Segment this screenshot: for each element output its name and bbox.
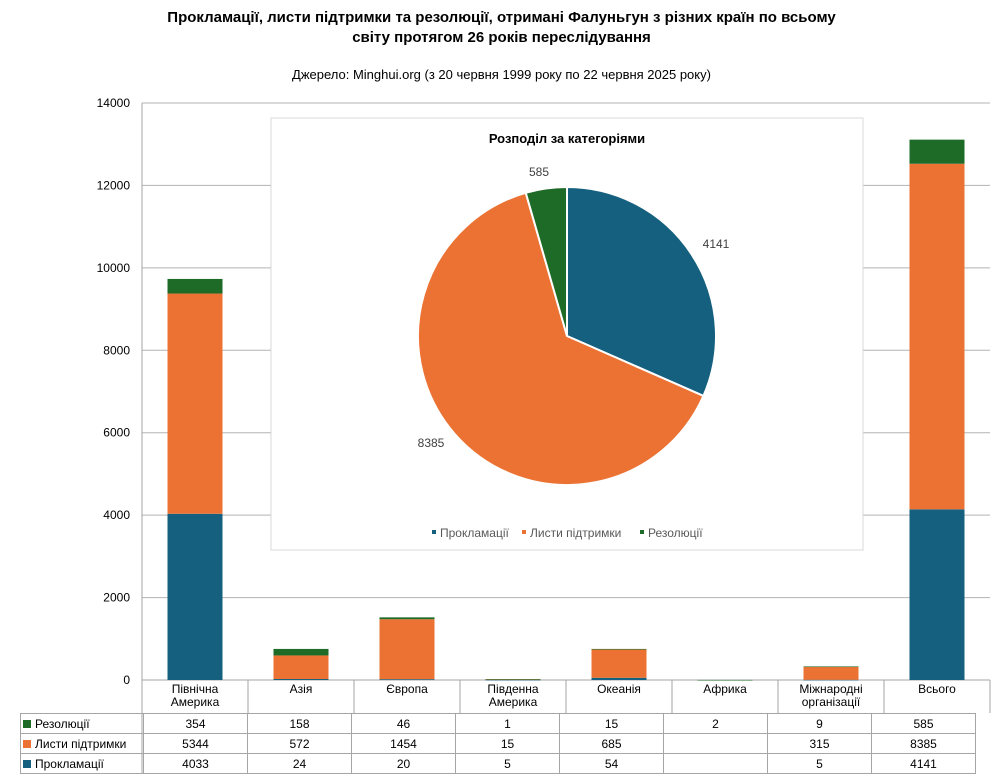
x-tick-label: організації (802, 695, 861, 709)
chart-title-line: світу протягом 26 років переслідування (352, 29, 651, 46)
bar-segment (803, 679, 859, 681)
table-cell: 4033 (143, 753, 248, 774)
x-tick-label: Міжнародні (799, 682, 862, 696)
bar-segment (591, 648, 647, 650)
table-cell: 15 (455, 733, 560, 754)
pie-data-label: 585 (529, 165, 549, 179)
table-cell: 685 (559, 733, 664, 754)
x-tick-label: Америка (171, 695, 220, 709)
table-cell: 158 (247, 713, 352, 734)
bar-segment (167, 513, 223, 680)
bar-segment (909, 509, 965, 680)
data-table: Резолюції 354 158 46 1 15 2 9 585 Листи підтримки… (20, 713, 976, 774)
table-series-header: Прокламації (20, 753, 144, 774)
pie-legend-key (432, 530, 436, 534)
pie-legend-label: Листи підтримки (530, 526, 621, 540)
y-tick-label: 12000 (97, 178, 131, 192)
bar-segment (167, 278, 223, 294)
table-cell: 1454 (351, 733, 456, 754)
y-tick-label: 14000 (97, 96, 131, 110)
bar-segment (909, 139, 965, 164)
table-row: Прокламації 4033 24 20 5 54 5 4141 (20, 753, 976, 774)
bar-segment (803, 666, 859, 680)
x-tick-label: Всього (918, 682, 956, 696)
pie-title: Розподіл за категоріями (489, 131, 645, 146)
pie-data-label: 8385 (418, 436, 445, 450)
pie-slice (417, 191, 705, 486)
y-tick-label: 10000 (97, 261, 131, 275)
legend-key (23, 739, 31, 748)
table-cell: 24 (247, 753, 352, 774)
bar-segment (273, 648, 329, 656)
x-tick-label: Америка (489, 695, 538, 709)
legend-key (23, 759, 31, 768)
table-cell: 20 (351, 753, 456, 774)
table-cell: 585 (871, 713, 976, 734)
bar-segment (379, 617, 435, 620)
table-cell: 5 (455, 753, 560, 774)
pie-legend-key (522, 530, 526, 534)
legend-label: Резолюції (35, 716, 90, 731)
table-series-header: Листи підтримки (20, 733, 144, 754)
table-row: Листи підтримки 5344 572 1454 15 685 315 8385 (20, 733, 976, 754)
y-tick-label: 0 (123, 673, 130, 687)
table-cell: 315 (767, 733, 872, 754)
y-tick-label: 4000 (103, 508, 130, 522)
table-cell: 54 (559, 753, 664, 774)
x-tick-label: Африка (703, 682, 747, 696)
x-tick-label: Океанія (597, 682, 641, 696)
bar-segment (591, 649, 647, 678)
table-cell: 354 (143, 713, 248, 734)
bar-segment (379, 619, 435, 680)
table-cell: 572 (247, 733, 352, 754)
bar-segment (273, 679, 329, 680)
x-tick-label: Південна (487, 682, 538, 696)
table-cell (663, 733, 768, 754)
bar-segment (379, 679, 435, 680)
table-cell: 46 (351, 713, 456, 734)
table-cell: 15 (559, 713, 664, 734)
bar-segment (273, 655, 329, 680)
pie-legend-label: Прокламації (440, 526, 509, 540)
bar-segment (485, 679, 541, 680)
chart-title: Прокламації, листи підтримки та резолюці… (0, 8, 1003, 48)
table-cell: 5344 (143, 733, 248, 754)
bar-segment (485, 679, 541, 681)
pie-slice (524, 185, 568, 337)
table-cell (663, 753, 768, 774)
y-tick-label: 2000 (103, 591, 130, 605)
table-series-header: Резолюції (20, 713, 144, 734)
table-cell: 2 (663, 713, 768, 734)
table-cell: 1 (455, 713, 560, 734)
table-row: Резолюції 354 158 46 1 15 2 9 585 (20, 713, 976, 734)
legend-label: Прокламації (35, 756, 104, 771)
x-tick-label: Азія (290, 682, 313, 696)
legend-key (23, 719, 31, 728)
pie-legend-key (640, 530, 644, 534)
y-tick-label: 6000 (103, 426, 130, 440)
y-tick-label: 8000 (103, 343, 130, 357)
pie-legend-label: Резолюції (648, 526, 703, 540)
bar-segment (909, 163, 965, 510)
bar-segment (803, 666, 859, 668)
chart-title-line: Прокламації, листи підтримки та резолюці… (167, 9, 836, 26)
table-cell: 8385 (871, 733, 976, 754)
table-cell: 5 (767, 753, 872, 774)
table-cell: 9 (767, 713, 872, 734)
x-tick-label: Європа (386, 682, 428, 696)
pie-data-label: 4141 (703, 237, 730, 251)
chart-subtitle: Джерело: Minghui.org (з 20 червня 1999 р… (292, 67, 711, 82)
bar-segment (591, 677, 647, 680)
bar-segment (167, 293, 223, 514)
bar-segment (697, 679, 753, 681)
x-tick-label: Північна (172, 682, 219, 696)
legend-label: Листи підтримки (35, 736, 127, 751)
table-cell: 4141 (871, 753, 976, 774)
pie-slice (566, 185, 717, 398)
